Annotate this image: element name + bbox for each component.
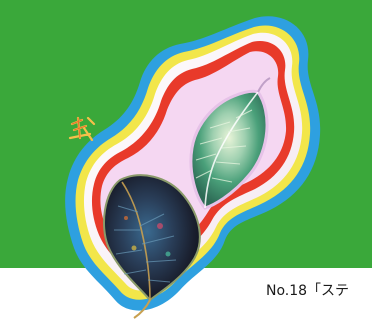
signature-mark [68,116,96,142]
top-leaf [189,77,271,210]
caption-text: No.18「ステ [266,283,350,299]
bottom-leaf [103,174,201,319]
